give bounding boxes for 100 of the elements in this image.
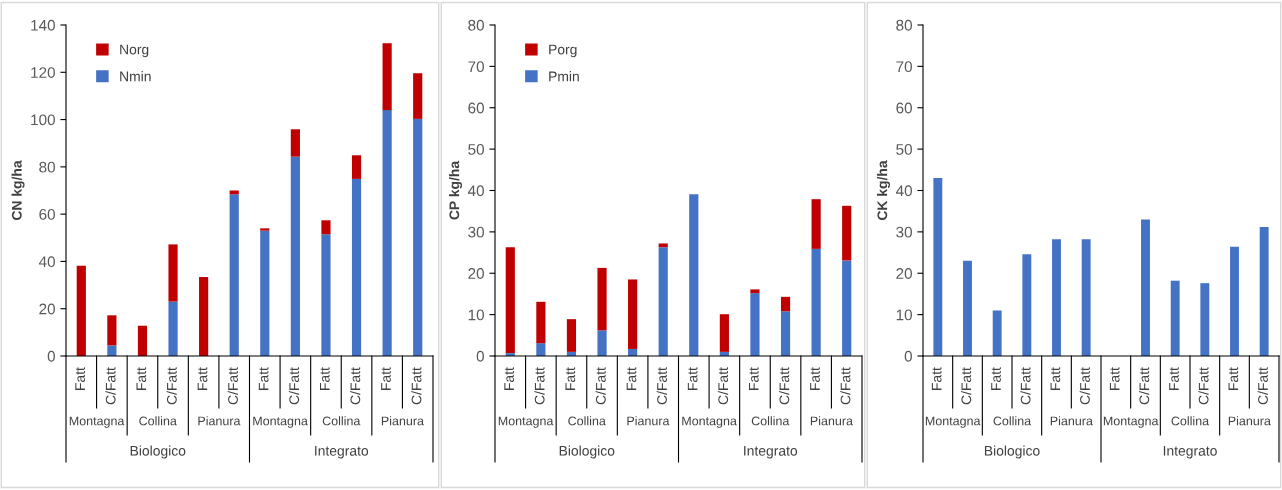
- bar: [597, 267, 607, 331]
- y-tick-label: 40: [895, 185, 912, 197]
- x-tick-label: Fatt: [75, 367, 86, 390]
- y-tick-label: 60: [468, 102, 484, 114]
- y-axis-title: CP kg/ha: [449, 160, 463, 220]
- bar: [413, 73, 423, 119]
- text: Integrato: [315, 446, 369, 459]
- text: Montagna: [682, 416, 737, 428]
- y-axis-title: CK kg/ha: [877, 160, 891, 221]
- text: Biologico: [984, 445, 1040, 459]
- bar: [842, 205, 852, 261]
- bar: [811, 199, 821, 249]
- bar: [689, 194, 699, 356]
- x-tick-label: Fatt: [565, 367, 576, 390]
- text: Montagna: [69, 416, 125, 428]
- y-tick-label: 0: [476, 350, 484, 362]
- bar: [76, 265, 86, 356]
- x-tick-label: Fatt: [136, 367, 147, 390]
- bar: [536, 343, 546, 356]
- x-tick-label: Fatt: [931, 367, 942, 390]
- y-tick-label: 50: [468, 143, 484, 155]
- bar: [811, 248, 821, 356]
- bar: [566, 319, 577, 352]
- x-tick-label: C/Fatt: [1079, 367, 1090, 405]
- bar: [1200, 283, 1210, 356]
- x-tick-label: Fatt: [1050, 367, 1061, 390]
- x-tick-label: C/Fatt: [288, 367, 300, 405]
- text: Montagna: [498, 416, 554, 428]
- text: Collina: [993, 416, 1032, 426]
- y-tick-label: 80: [39, 161, 55, 173]
- y-tick-label: 20: [39, 303, 55, 315]
- text: Montagna: [925, 416, 981, 428]
- bar: [321, 234, 331, 356]
- y-axis-title: CN kg/ha: [11, 160, 25, 221]
- text: Pianura: [1228, 416, 1271, 426]
- y-tick-label: 80: [896, 19, 912, 31]
- text: Pianura: [198, 416, 241, 426]
- bar: [382, 110, 392, 356]
- legend-label: Porg: [549, 44, 577, 58]
- x-tick-label: Fatt: [748, 367, 759, 390]
- x-tick-label: Fatt: [1228, 367, 1239, 390]
- x-tick-label: C/Fatt: [350, 367, 361, 405]
- text: Pianura: [1050, 416, 1093, 426]
- y-tick-label: 120: [31, 67, 55, 78]
- bar: [229, 194, 239, 356]
- y-tick-label: 40: [467, 185, 484, 197]
- y-tick-label: 50: [896, 143, 912, 155]
- x-tick-label: C/Fatt: [105, 367, 116, 405]
- bar: [628, 279, 638, 349]
- y-tick-label: 10: [468, 309, 484, 321]
- text: Biologico: [559, 445, 615, 459]
- bar: [780, 296, 791, 312]
- bar: [168, 301, 178, 356]
- y-tick-label: 80: [468, 19, 484, 31]
- legend-label: Pmin: [549, 71, 579, 82]
- bar: [290, 129, 300, 157]
- bar: [351, 155, 362, 179]
- text: Biologico: [130, 445, 186, 459]
- text: Montagna: [253, 416, 308, 428]
- x-tick-label: Fatt: [381, 367, 391, 390]
- y-tick-label: 70: [468, 61, 484, 73]
- x-tick-label: C/Fatt: [779, 367, 790, 405]
- y-tick-label: 140: [31, 19, 55, 31]
- bar: [1022, 254, 1032, 356]
- x-tick-label: Fatt: [319, 367, 330, 390]
- x-tick-label: C/Fatt: [166, 367, 177, 405]
- x-tick-label: C/Fatt: [1139, 367, 1150, 405]
- y-tick-label: 0: [47, 350, 55, 362]
- x-tick-label: Fatt: [197, 367, 208, 390]
- x-tick-label: C/Fatt: [840, 367, 851, 405]
- x-tick-label: C/Fatt: [717, 367, 729, 405]
- text: Pianura: [810, 416, 853, 426]
- x-tick-label: C/Fatt: [1257, 367, 1268, 405]
- bar: [413, 118, 423, 356]
- bar: [536, 301, 546, 344]
- y-tick-label: 10: [896, 309, 912, 321]
- bar: [351, 178, 362, 356]
- x-tick-label: C/Fatt: [961, 367, 972, 405]
- text: Collina: [139, 416, 177, 426]
- text: Collina: [322, 416, 361, 426]
- x-tick-label: C/Fatt: [595, 367, 606, 405]
- y-tick-label: 30: [896, 226, 912, 238]
- y-tick-label: 20: [896, 268, 912, 279]
- bar: [1230, 246, 1239, 356]
- bar: [750, 293, 760, 356]
- bar: [1259, 226, 1269, 356]
- text: Pianura: [381, 416, 424, 426]
- bar: [107, 315, 117, 346]
- text: Collina: [1171, 416, 1210, 426]
- y-tick-label: 0: [904, 350, 912, 362]
- bar: [260, 228, 270, 231]
- x-tick-label: Fatt: [1169, 367, 1179, 390]
- legend-label: Nmin: [120, 71, 151, 82]
- x-tick-label: C/Fatt: [534, 367, 545, 405]
- text: Integrato: [1163, 446, 1217, 459]
- y-tick-label: 40: [38, 256, 55, 268]
- bar: [505, 247, 515, 354]
- bar: [290, 156, 300, 356]
- bar: [597, 330, 607, 356]
- bar: [750, 289, 760, 294]
